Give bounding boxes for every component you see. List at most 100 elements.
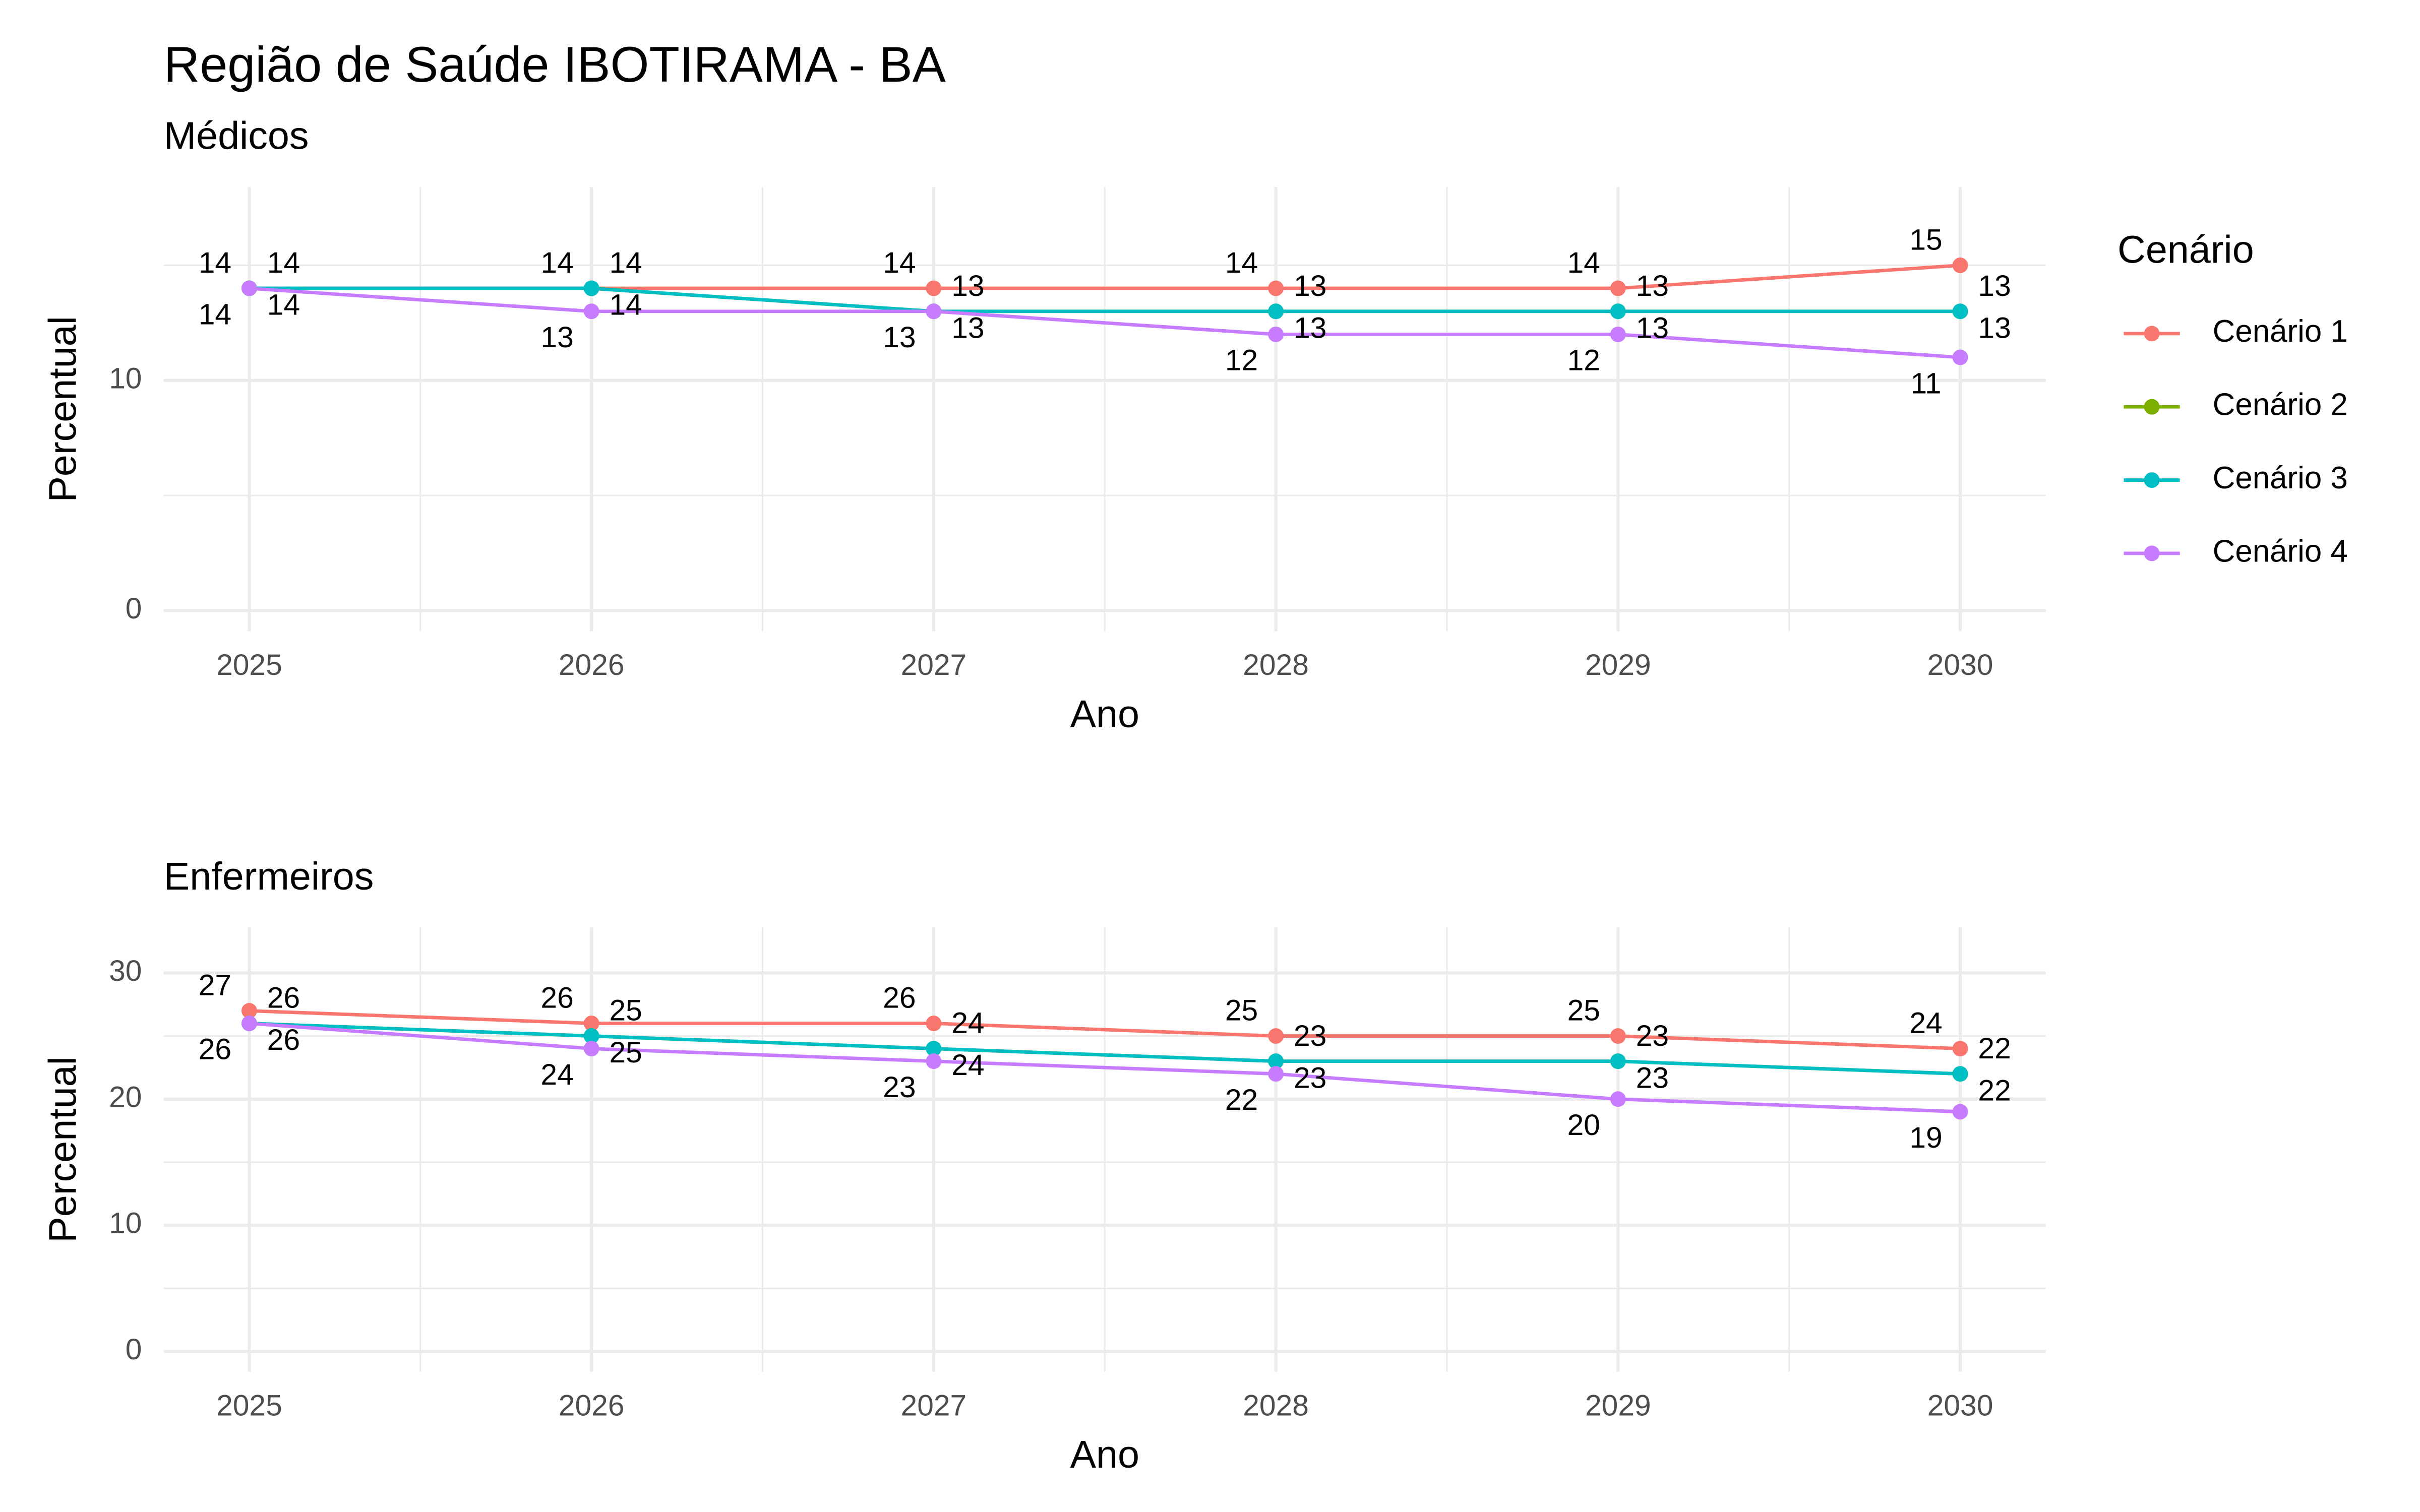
x-tick-label: 2028 (1243, 649, 1309, 681)
y-tick-label: 20 (109, 1081, 142, 1113)
y-axis-title: Percentual (41, 1056, 84, 1243)
x-tick-label: 2027 (901, 1389, 967, 1422)
point (1952, 303, 1968, 320)
data-label: 26 (540, 982, 573, 1015)
series-line (249, 286, 1961, 313)
data-label: 25 (610, 1036, 642, 1069)
data-label: 26 (199, 1033, 231, 1066)
point (583, 1016, 599, 1031)
x-tick-label: 2026 (559, 1389, 625, 1422)
data-label: 23 (883, 1071, 916, 1104)
point (1268, 1028, 1284, 1044)
data-label: 13 (883, 321, 916, 354)
point (583, 1041, 599, 1057)
data-label: 24 (951, 1007, 984, 1040)
x-tick-label: 2025 (216, 1389, 282, 1422)
point (1268, 1066, 1284, 1082)
legend-label: Cenário 1 (2213, 314, 2348, 349)
y-axis-title: Percentual (41, 316, 84, 502)
point (583, 303, 599, 320)
y-tick-label: 0 (126, 592, 142, 625)
data-label: 11 (1911, 367, 1942, 400)
data-label: 13 (951, 311, 984, 344)
point (1952, 257, 1968, 273)
data-label: 26 (883, 982, 916, 1015)
point (926, 303, 942, 320)
data-label: 14 (267, 246, 300, 279)
legend-swatch (2144, 326, 2160, 342)
data-label: 25 (1567, 994, 1600, 1027)
point (1610, 1028, 1626, 1044)
data-label: 24 (951, 1049, 984, 1082)
data-label: 22 (1978, 1074, 2011, 1107)
data-label: 27 (199, 969, 231, 1002)
point (1610, 303, 1626, 320)
data-label: 14 (199, 298, 231, 331)
data-label: 23 (1294, 1061, 1326, 1094)
point (241, 1003, 257, 1019)
point (1610, 1053, 1626, 1069)
data-label: 13 (1294, 270, 1326, 302)
point (926, 1053, 942, 1069)
data-label: 12 (1567, 344, 1600, 377)
legend-label: Cenário 4 (2213, 534, 2348, 569)
legend-swatch (2144, 472, 2160, 488)
data-label: 14 (540, 246, 573, 279)
y-tick-label: 30 (109, 955, 142, 987)
data-label: 12 (1225, 344, 1258, 377)
data-label: 20 (1567, 1109, 1600, 1142)
data-label: 25 (1225, 994, 1258, 1027)
x-tick-label: 2028 (1243, 1389, 1309, 1422)
y-tick-label: 0 (126, 1333, 142, 1366)
x-axis-title: Ano (1070, 1433, 1139, 1476)
x-tick-label: 2026 (559, 649, 625, 681)
y-tick-label: 10 (109, 1207, 142, 1240)
point (1610, 1091, 1626, 1107)
y-tick-label: 10 (109, 362, 142, 395)
point (1952, 1104, 1968, 1120)
point (1268, 280, 1284, 296)
data-label: 13 (540, 321, 573, 354)
data-label: 13 (1978, 270, 2011, 302)
point (1610, 280, 1626, 296)
point (926, 280, 942, 296)
data-label: 25 (610, 994, 642, 1027)
data-label: 13 (1636, 270, 1669, 302)
data-label: 14 (610, 289, 642, 322)
data-label: 14 (1225, 246, 1258, 279)
legend-swatch (2144, 399, 2160, 415)
data-label: 26 (267, 982, 300, 1015)
point (1952, 1041, 1968, 1057)
legend-swatch (2144, 545, 2160, 561)
series-line (249, 1022, 1961, 1114)
point (1268, 303, 1284, 320)
point (583, 280, 599, 296)
x-axis-title: Ano (1070, 692, 1139, 736)
series-line (249, 1022, 1961, 1076)
x-tick-label: 2025 (216, 649, 282, 681)
data-label: 24 (540, 1058, 573, 1091)
data-label: 14 (883, 246, 916, 279)
data-label: 23 (1294, 1020, 1326, 1052)
legend-title: Cenário (2118, 228, 2254, 271)
point (241, 280, 257, 296)
x-tick-label: 2030 (1927, 1389, 1993, 1422)
x-tick-label: 2030 (1927, 649, 1993, 681)
point (1610, 326, 1626, 342)
data-label: 14 (1567, 246, 1600, 279)
data-label: 26 (267, 1024, 300, 1056)
data-label: 13 (1636, 311, 1669, 344)
series-line (249, 286, 1961, 359)
point (1952, 349, 1968, 365)
data-label: 22 (1978, 1032, 2011, 1065)
data-label: 22 (1225, 1084, 1258, 1116)
legend-label: Cenário 2 (2213, 388, 2348, 422)
subtitle: Enfermeiros (164, 855, 374, 898)
data-label: 13 (951, 270, 984, 302)
data-label: 14 (199, 246, 231, 279)
data-label: 24 (1909, 1007, 1942, 1040)
data-label: 19 (1909, 1121, 1942, 1154)
data-label: 13 (1978, 311, 2011, 344)
subtitle: Médicos (164, 114, 309, 158)
data-label: 15 (1909, 224, 1942, 257)
